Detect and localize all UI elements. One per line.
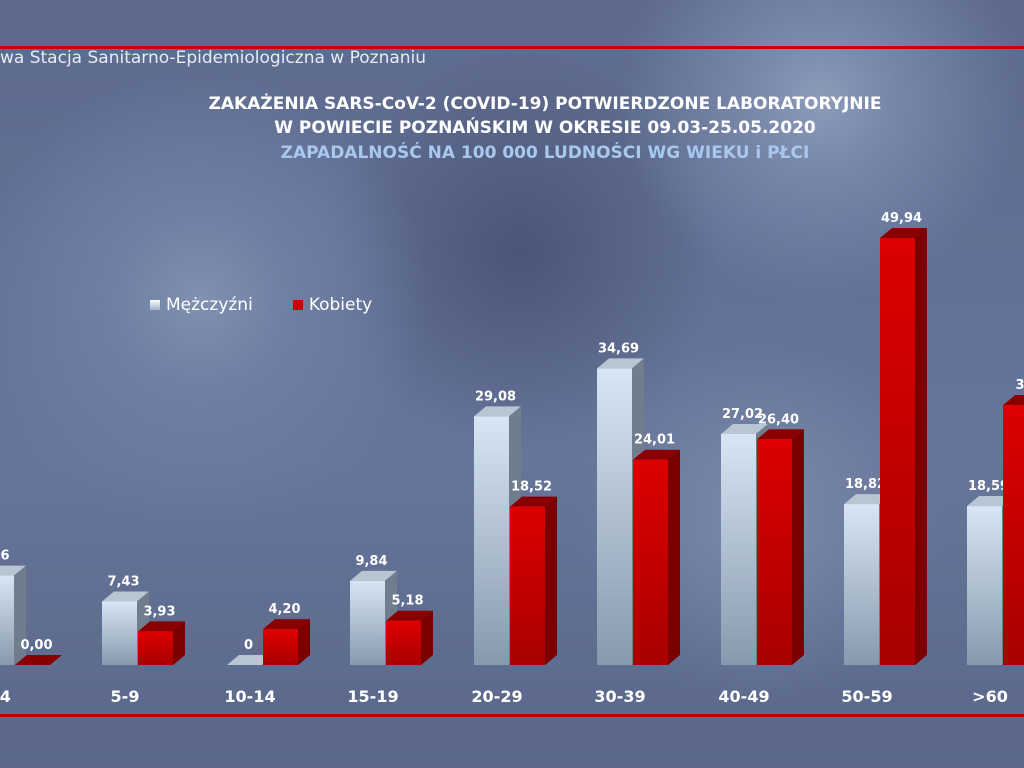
chart-title-line-2: W POWIECIE POZNAŃSKIM W OKRESIE 09.03-25…	[274, 118, 816, 138]
bar-women	[510, 506, 545, 665]
bar-top-men	[967, 496, 1014, 507]
data-label-men: 9,84	[355, 554, 387, 569]
bar-top-women	[15, 655, 62, 665]
category-label: 20-29	[471, 687, 522, 706]
data-label-women: 5,18	[391, 594, 423, 609]
bar-top-women	[138, 621, 185, 632]
bar-women	[386, 620, 421, 665]
legend-swatch-men	[150, 300, 160, 310]
bar-side-women	[298, 619, 310, 665]
data-label-men: 18,82	[845, 477, 886, 492]
category-label: 10-14	[224, 687, 275, 706]
data-label-men: 7,43	[107, 574, 139, 589]
bar-women	[880, 238, 915, 665]
chart-subtitle: ZAPADALNOŚĆ NA 100 000 LUDNOŚCI WG WIEKU…	[280, 143, 810, 163]
legend-label-men: Mężczyźni	[166, 295, 253, 315]
legend-item-men: Mężczyźni	[150, 295, 253, 315]
bar-side-women	[792, 429, 804, 665]
bar-top-men	[844, 494, 891, 505]
legend: Mężczyźni Kobiety	[150, 295, 372, 315]
bar-top-men	[597, 358, 644, 369]
bar-women	[138, 631, 173, 665]
bar-top-women	[386, 610, 433, 621]
data-label-women: 18,52	[511, 480, 552, 495]
bar-men	[102, 601, 137, 665]
bar-women	[1003, 405, 1024, 665]
legend-item-women: Kobiety	[292, 295, 373, 315]
bar-side-women	[668, 449, 680, 665]
bar-women	[757, 439, 792, 665]
bar-top-men	[721, 423, 768, 434]
bar-top-women	[1003, 395, 1024, 406]
bar-top-men	[227, 655, 274, 665]
bar-side-women	[421, 610, 433, 665]
bar-men	[721, 433, 756, 665]
category-label: 40-49	[718, 687, 769, 706]
chart-title-line-1: ZAKAŻENIA SARS-CoV-2 (COVID-19) POTWIERD…	[208, 94, 882, 114]
legend-label-women: Kobiety	[308, 295, 373, 315]
bar-men	[350, 580, 385, 665]
top-rule	[0, 46, 1024, 49]
category-label: 50-59	[841, 687, 892, 706]
data-label-women: 4,20	[268, 602, 300, 617]
data-label-men: 27,02	[722, 407, 763, 422]
bar-top-women	[757, 429, 804, 440]
bar-top-men	[0, 565, 26, 576]
category-label: 30-39	[594, 687, 645, 706]
bar-top-women	[510, 496, 557, 507]
data-label-men: 18,59	[968, 479, 1009, 494]
data-label-men: 34,69	[598, 341, 639, 356]
bar-men	[967, 506, 1002, 665]
data-label-men: 0	[244, 638, 253, 653]
bar-women	[633, 459, 668, 665]
bar-men	[844, 504, 879, 665]
bar-men	[474, 416, 509, 665]
data-label-men: 46	[0, 549, 10, 564]
bar-top-women	[880, 228, 927, 239]
data-label-women: 0,00	[20, 638, 52, 653]
bar-side-women	[915, 228, 927, 665]
bar-top-men	[102, 591, 149, 602]
category-label: -4	[0, 687, 11, 706]
bar-side-women	[173, 621, 185, 665]
bar-top-men	[350, 570, 397, 581]
organization-name: wa Stacja Sanitarno-Epidemiologiczna w P…	[0, 48, 427, 68]
data-label-men: 29,08	[475, 389, 516, 404]
bottom-rule	[0, 714, 1024, 717]
bar-women	[263, 629, 298, 665]
bar-side-men	[14, 565, 26, 665]
data-label-women: 26,40	[758, 412, 799, 427]
bar-top-men	[474, 406, 521, 417]
category-label: >60	[972, 687, 1008, 706]
bar-top-women	[263, 619, 310, 630]
legend-swatch-women	[292, 300, 303, 310]
data-label-women: 3,93	[143, 604, 175, 619]
category-label: 5-9	[111, 687, 140, 706]
bar-top-women	[633, 449, 680, 460]
data-label-women: 49,94	[881, 211, 922, 226]
bar-side-women	[545, 496, 557, 665]
data-label-women: 30	[1015, 378, 1024, 393]
category-label: 15-19	[347, 687, 398, 706]
bar-men	[597, 368, 632, 665]
bar-men	[0, 575, 14, 665]
data-label-women: 24,01	[634, 433, 675, 448]
